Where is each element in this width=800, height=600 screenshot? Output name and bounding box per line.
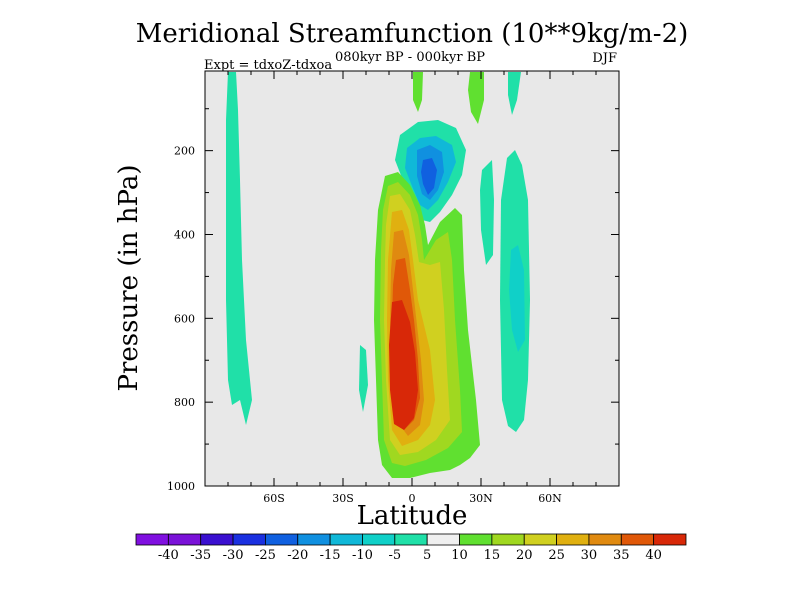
colorbar-box <box>232 533 266 546</box>
contour-region <box>421 158 437 195</box>
x-tick-label: 30S <box>332 492 354 505</box>
colorbar-label: -5 <box>388 548 401 563</box>
y-tick-label: 1000 <box>167 480 195 493</box>
colorbar-label: -15 <box>320 548 341 563</box>
colorbar-box <box>426 533 460 546</box>
colorbar-label: 15 <box>484 548 501 563</box>
y-tick-label: 400 <box>174 228 195 241</box>
y-axis-label: Pressure (in hPa) <box>114 164 144 391</box>
x-tick-label: 30N <box>469 492 493 505</box>
contour-region <box>468 72 484 124</box>
contour-fills <box>226 72 530 478</box>
colorbar-box <box>588 533 622 546</box>
colorbar-box <box>556 533 590 546</box>
colorbar-box <box>167 533 202 546</box>
x-tick-label: 60N <box>538 492 562 505</box>
colorbar-box <box>491 533 525 546</box>
season-label: DJF <box>592 51 617 66</box>
contour-region <box>480 160 494 265</box>
colorbar-label: 30 <box>581 548 598 563</box>
colorbar-label: 25 <box>548 548 565 563</box>
y-tick-label: 800 <box>174 396 195 409</box>
contour-region <box>226 72 252 425</box>
colorbar-label: 5 <box>423 548 431 563</box>
contour-region <box>413 72 423 112</box>
chart-title: Meridional Streamfunction (10**9kg/m-2) <box>136 19 689 49</box>
colorbar-box <box>394 533 428 546</box>
x-tick-label: 60S <box>263 492 285 505</box>
colorbar-box <box>459 533 493 546</box>
x-axis-ticks: 60S 30S 0 30N 60N <box>227 71 597 505</box>
colorbar-box <box>523 533 557 546</box>
colorbar-label: -40 <box>158 548 179 563</box>
colorbar-label: -30 <box>223 548 244 563</box>
colorbar-box <box>265 533 299 546</box>
contour-region <box>508 72 521 115</box>
colorbar-box <box>620 533 655 546</box>
colorbar: -40 -35 -30 -25 -20 -15 -10 -5 5 10 15 20 25 30 35 40 <box>135 533 687 563</box>
colorbar-box <box>200 533 234 546</box>
colorbar-label: -35 <box>190 548 211 563</box>
colorbar-label: -10 <box>352 548 373 563</box>
colorbar-label: 35 <box>613 548 630 563</box>
contour-region <box>359 345 368 412</box>
colorbar-label: -20 <box>287 548 308 563</box>
colorbar-box <box>653 533 687 546</box>
colorbar-box <box>135 533 169 546</box>
colorbar-label: -25 <box>255 548 276 563</box>
contour-region <box>509 245 525 352</box>
chart-subtitle: 080kyr BP - 000kyr BP <box>335 50 485 65</box>
y-tick-label: 600 <box>174 312 195 325</box>
colorbar-box <box>362 533 396 546</box>
y-axis-ticks: 200 400 600 800 1000 <box>167 108 619 493</box>
colorbar-label: 40 <box>645 548 662 563</box>
contour-region <box>389 300 418 430</box>
y-tick-label: 200 <box>174 145 195 158</box>
experiment-label: Expt = tdxoZ-tdxoa <box>204 58 332 73</box>
colorbar-label: 10 <box>451 548 468 563</box>
x-tick-label: 0 <box>409 492 416 505</box>
colorbar-box <box>297 533 331 546</box>
colorbar-label: 20 <box>516 548 533 563</box>
colorbar-box <box>329 533 363 546</box>
x-axis-label: Latitude <box>357 501 468 531</box>
